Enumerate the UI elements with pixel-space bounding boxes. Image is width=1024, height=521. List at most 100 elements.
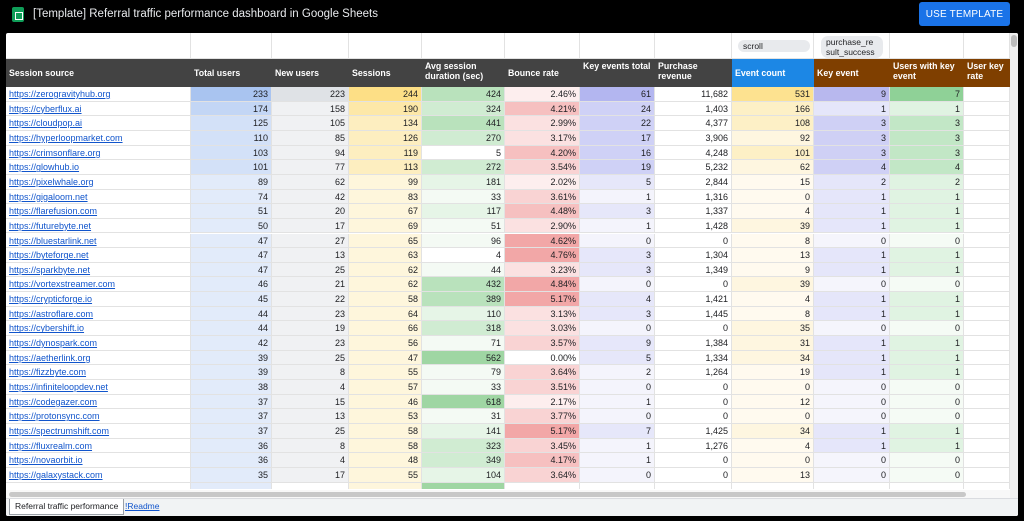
cell-key-event[interactable]: 1: [814, 350, 890, 366]
cell-key-events[interactable]: 22: [580, 116, 655, 131]
cell-purchase-revenue[interactable]: 0: [655, 467, 732, 483]
cell-purchase-revenue[interactable]: 0: [655, 321, 732, 337]
cell-source[interactable]: https://crimsonflare.org: [6, 145, 191, 161]
cell-source[interactable]: https://galaxystack.com: [6, 467, 191, 483]
cell-sessions[interactable]: 113: [349, 160, 422, 175]
cell-source[interactable]: https://protonsync.com: [6, 409, 191, 424]
cell-event-count[interactable]: 39: [732, 218, 814, 234]
cell-event-count[interactable]: 31: [732, 336, 814, 351]
cell-purchase-revenue[interactable]: 2,844: [655, 174, 732, 190]
cell-new-users[interactable]: 158: [272, 101, 349, 117]
cell-key-event[interactable]: 0: [814, 467, 890, 483]
cell-sessions[interactable]: 47: [349, 350, 422, 366]
cell-key-events[interactable]: 1: [580, 218, 655, 234]
cell-source[interactable]: https://codegazer.com: [6, 394, 191, 410]
cell-avg-duration[interactable]: 71: [422, 336, 505, 351]
cell-total-users[interactable]: 37: [191, 423, 272, 439]
cell-users-key-event[interactable]: 3: [890, 145, 964, 161]
cell-source[interactable]: https://vortexstreamer.com: [6, 277, 191, 293]
cell-avg-duration[interactable]: 51: [422, 218, 505, 234]
cell-event-count[interactable]: 0: [732, 189, 814, 205]
cell-sessions[interactable]: 57: [349, 380, 422, 395]
cell-source[interactable]: https://novaorbit.io: [6, 453, 191, 468]
cell-user-key-rate[interactable]: [964, 453, 1010, 468]
cell-users-key-event[interactable]: 1: [890, 262, 964, 278]
cell-bounce-rate[interactable]: 4.76%: [505, 248, 580, 263]
cell-total-users[interactable]: 44: [191, 321, 272, 337]
spacer-cell-users-key-event[interactable]: [890, 33, 964, 59]
cell-sessions[interactable]: 64: [349, 306, 422, 322]
cell-bounce-rate[interactable]: 3.51%: [505, 380, 580, 395]
cell-sessions[interactable]: 62: [349, 277, 422, 293]
cell-new-users[interactable]: 4: [272, 380, 349, 395]
spacer-cell-key-event[interactable]: [814, 33, 890, 59]
cell-key-event[interactable]: 3: [814, 145, 890, 161]
cell-purchase-revenue[interactable]: 1,403: [655, 101, 732, 117]
cell-avg-duration[interactable]: 349: [422, 453, 505, 468]
cell-key-event[interactable]: 3: [814, 116, 890, 131]
vertical-scrollbar[interactable]: [1010, 33, 1018, 503]
cell-total-users[interactable]: 51: [191, 204, 272, 219]
cell-event-count[interactable]: 0: [732, 409, 814, 424]
cell-user-key-rate[interactable]: [964, 321, 1010, 337]
cell-total-users[interactable]: 47: [191, 233, 272, 249]
cell-bounce-rate[interactable]: 3.77%: [505, 409, 580, 424]
cell-source[interactable]: https://cyberflux.ai: [6, 101, 191, 117]
cell-key-event[interactable]: 0: [814, 453, 890, 468]
cell-user-key-rate[interactable]: [964, 248, 1010, 263]
cell-new-users[interactable]: 77: [272, 160, 349, 175]
cell-users-key-event[interactable]: 1: [890, 350, 964, 366]
cell-total-users[interactable]: 35: [191, 467, 272, 483]
cell-new-users[interactable]: 223: [272, 87, 349, 102]
cell-users-key-event[interactable]: 3: [890, 116, 964, 131]
cell-key-events[interactable]: 0: [580, 321, 655, 337]
cell-new-users[interactable]: 21: [272, 277, 349, 293]
cell-total-users[interactable]: 47: [191, 262, 272, 278]
cell-bounce-rate[interactable]: 3.57%: [505, 336, 580, 351]
column-header-bounce-rate[interactable]: Bounce rate: [505, 59, 580, 87]
cell-key-events[interactable]: 3: [580, 204, 655, 219]
cell-purchase-revenue[interactable]: 1,428: [655, 218, 732, 234]
cell-new-users[interactable]: 94: [272, 145, 349, 161]
cell-key-event[interactable]: 1: [814, 365, 890, 380]
cell-key-events[interactable]: 2: [580, 365, 655, 380]
cell-key-events[interactable]: 24: [580, 101, 655, 117]
cell-new-users[interactable]: 17: [272, 467, 349, 483]
cell-new-users[interactable]: 22: [272, 292, 349, 307]
cell-purchase-revenue[interactable]: 4,377: [655, 116, 732, 131]
cell-purchase-revenue[interactable]: 0: [655, 453, 732, 468]
cell-key-events[interactable]: 3: [580, 262, 655, 278]
cell-total-users[interactable]: 42: [191, 336, 272, 351]
cell-user-key-rate[interactable]: [964, 160, 1010, 175]
cell-sessions[interactable]: 46: [349, 394, 422, 410]
cell-source[interactable]: https://pixelwhale.org: [6, 174, 191, 190]
cell-purchase-revenue[interactable]: 1,337: [655, 204, 732, 219]
vertical-scroll-thumb[interactable]: [1011, 35, 1017, 47]
cell-bounce-rate[interactable]: 3.64%: [505, 467, 580, 483]
cell-sessions[interactable]: 83: [349, 189, 422, 205]
spacer-cell-user-key-rate[interactable]: [964, 33, 1010, 59]
cell-new-users[interactable]: 8: [272, 365, 349, 380]
cell-new-users[interactable]: 4: [272, 453, 349, 468]
cell-source[interactable]: https://glowhub.io: [6, 160, 191, 175]
partial-cell-source[interactable]: [6, 482, 191, 489]
cell-users-key-event[interactable]: 3: [890, 130, 964, 146]
cell-total-users[interactable]: 47: [191, 248, 272, 263]
column-header-sessions[interactable]: Sessions: [349, 59, 422, 87]
cell-sessions[interactable]: 58: [349, 292, 422, 307]
cell-sessions[interactable]: 55: [349, 467, 422, 483]
cell-new-users[interactable]: 62: [272, 174, 349, 190]
cell-key-event[interactable]: 1: [814, 336, 890, 351]
cell-event-count[interactable]: 15: [732, 174, 814, 190]
cell-sessions[interactable]: 67: [349, 204, 422, 219]
cell-avg-duration[interactable]: 96: [422, 233, 505, 249]
cell-key-event[interactable]: 1: [814, 189, 890, 205]
column-header-users-key-event[interactable]: Users with key event: [890, 59, 964, 87]
cell-key-event[interactable]: 4: [814, 160, 890, 175]
cell-total-users[interactable]: 74: [191, 189, 272, 205]
cell-users-key-event[interactable]: 0: [890, 233, 964, 249]
cell-avg-duration[interactable]: 33: [422, 189, 505, 205]
cell-total-users[interactable]: 37: [191, 394, 272, 410]
spacer-cell-sessions[interactable]: [349, 33, 422, 59]
cell-avg-duration[interactable]: 318: [422, 321, 505, 337]
